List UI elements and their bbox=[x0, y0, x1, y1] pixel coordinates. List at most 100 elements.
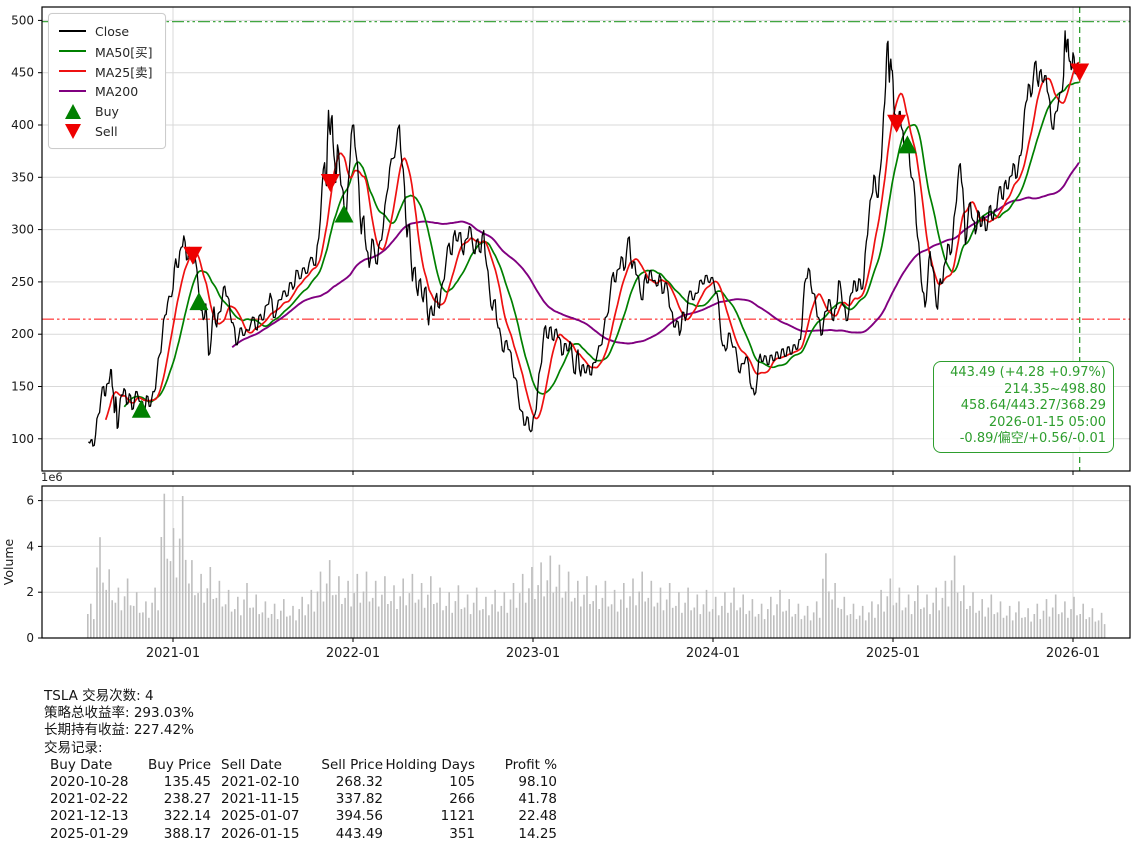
volume-bar bbox=[665, 599, 668, 638]
volume-bar bbox=[414, 602, 417, 638]
volume-bar bbox=[356, 573, 359, 638]
volume-bar bbox=[417, 599, 420, 638]
volume-bar bbox=[895, 602, 898, 638]
volume-bar bbox=[776, 604, 778, 638]
trades-table-head: Buy Date Buy Price Sell Date Sell Price Hold… bbox=[44, 757, 557, 774]
table-header-cell: Buy Price bbox=[148, 756, 212, 773]
volume-bar bbox=[224, 604, 227, 638]
volume-bar bbox=[947, 606, 950, 638]
volume-bar bbox=[711, 609, 714, 638]
volume-bar bbox=[393, 585, 395, 638]
volume-bar bbox=[387, 604, 389, 638]
annotation-signal-line: -0.89/偏空/+0.56/-0.01 bbox=[959, 431, 1106, 446]
volume-bar bbox=[1030, 621, 1032, 638]
volume-bar bbox=[399, 596, 401, 638]
volume-bar bbox=[1036, 603, 1039, 638]
volume-bar bbox=[920, 609, 922, 638]
legend-label: MA50[买] bbox=[95, 44, 153, 60]
volume-bar bbox=[852, 603, 855, 638]
table-row: 2021-02-22 238.27 2021-11-15 337.82 266 41.78 bbox=[44, 791, 557, 808]
volume-bar bbox=[975, 612, 977, 638]
volume-bar bbox=[555, 586, 558, 638]
volume-bar bbox=[319, 571, 322, 638]
volume-bar bbox=[478, 610, 481, 638]
x-tick-label: 2023-01 bbox=[506, 646, 560, 661]
volume-bar bbox=[123, 596, 126, 638]
volume-bar bbox=[286, 616, 288, 638]
volume-bar bbox=[353, 593, 356, 638]
volume-bar bbox=[671, 607, 674, 638]
table-cell: 14.25 bbox=[518, 825, 558, 842]
volume-bar bbox=[377, 606, 380, 638]
volume-bar bbox=[427, 594, 429, 638]
volume-bar bbox=[436, 602, 438, 638]
volume-bar bbox=[1064, 601, 1066, 638]
volume-bar bbox=[956, 592, 959, 638]
volume-bar bbox=[748, 610, 751, 638]
table-cell: 2021-02-10 bbox=[221, 774, 300, 791]
volume-bar bbox=[227, 589, 230, 638]
volume-bar bbox=[626, 607, 628, 638]
volume-bar bbox=[509, 599, 512, 638]
table-cell: 322.14 bbox=[163, 808, 212, 825]
price-tick-label: 100 bbox=[11, 432, 34, 446]
volume-bar bbox=[515, 607, 518, 638]
volume-bar bbox=[834, 583, 836, 638]
volume-bar bbox=[868, 612, 870, 638]
volume-bar bbox=[405, 605, 407, 638]
volume-bar bbox=[644, 601, 646, 638]
volume-bar bbox=[714, 596, 717, 638]
volume-bar bbox=[598, 609, 600, 638]
volume-bar bbox=[264, 601, 267, 638]
volume-bar bbox=[243, 599, 245, 638]
volume-bar bbox=[310, 589, 313, 638]
volume-bar bbox=[926, 594, 928, 638]
volume-bar bbox=[846, 615, 849, 638]
legend: Close MA50[买] MA25[卖] MA200 Buy Sell bbox=[48, 13, 166, 149]
volume-bar bbox=[721, 605, 723, 638]
volume-bar bbox=[212, 599, 215, 638]
volume-bar bbox=[258, 614, 260, 638]
volume-bar bbox=[871, 601, 873, 638]
table-cell: 41.78 bbox=[518, 791, 558, 808]
table-cell: 2021-02-22 bbox=[50, 791, 129, 808]
volume-bar bbox=[763, 619, 766, 638]
volume-bar bbox=[132, 605, 135, 638]
volume-bar bbox=[188, 583, 190, 638]
volume-bar bbox=[601, 597, 604, 638]
volume-bar bbox=[96, 567, 98, 638]
volume-bar bbox=[151, 602, 153, 638]
volume-bar bbox=[586, 576, 588, 638]
volume-bar bbox=[785, 610, 787, 638]
table-cell: 2021-12-13 bbox=[50, 808, 129, 825]
price-axes-frame bbox=[41, 6, 1131, 472]
volume-bar bbox=[433, 604, 435, 638]
volume-bar bbox=[482, 609, 484, 638]
volume-bar bbox=[788, 599, 790, 638]
volume-bar bbox=[760, 603, 763, 638]
buy-marker bbox=[131, 399, 151, 418]
volume-bar bbox=[754, 616, 757, 638]
volume-bar bbox=[451, 612, 453, 638]
trades-table: Buy Date Buy Price Sell Date Sell Price Hold… bbox=[44, 757, 557, 843]
volume-bar bbox=[249, 607, 251, 638]
volume-bar bbox=[1005, 615, 1008, 638]
volume-bar bbox=[402, 578, 404, 638]
volume-bar bbox=[638, 591, 640, 638]
price-chart: 100 150 200 250 300 350 400 450 500 bbox=[11, 6, 1131, 475]
summary-hold-return: 长期持有收益: 227.42% bbox=[44, 722, 194, 739]
volume-bar bbox=[546, 580, 549, 638]
x-tick-label: 2024-01 bbox=[686, 646, 740, 661]
legend-item-close: Close bbox=[59, 21, 153, 41]
volume-bar bbox=[996, 612, 999, 638]
volume-bar bbox=[806, 605, 809, 638]
legend-item-ma25: MA25[卖] bbox=[59, 61, 153, 81]
volume-bar bbox=[561, 597, 564, 638]
volume-bar bbox=[374, 580, 377, 639]
volume-bar bbox=[739, 607, 741, 638]
table-cell: 135.45 bbox=[163, 774, 212, 791]
close-line bbox=[87, 30, 1081, 447]
volume-bar bbox=[855, 619, 858, 638]
x-tick-label: 2026-01 bbox=[1046, 646, 1100, 661]
volume-bar bbox=[1076, 615, 1078, 638]
